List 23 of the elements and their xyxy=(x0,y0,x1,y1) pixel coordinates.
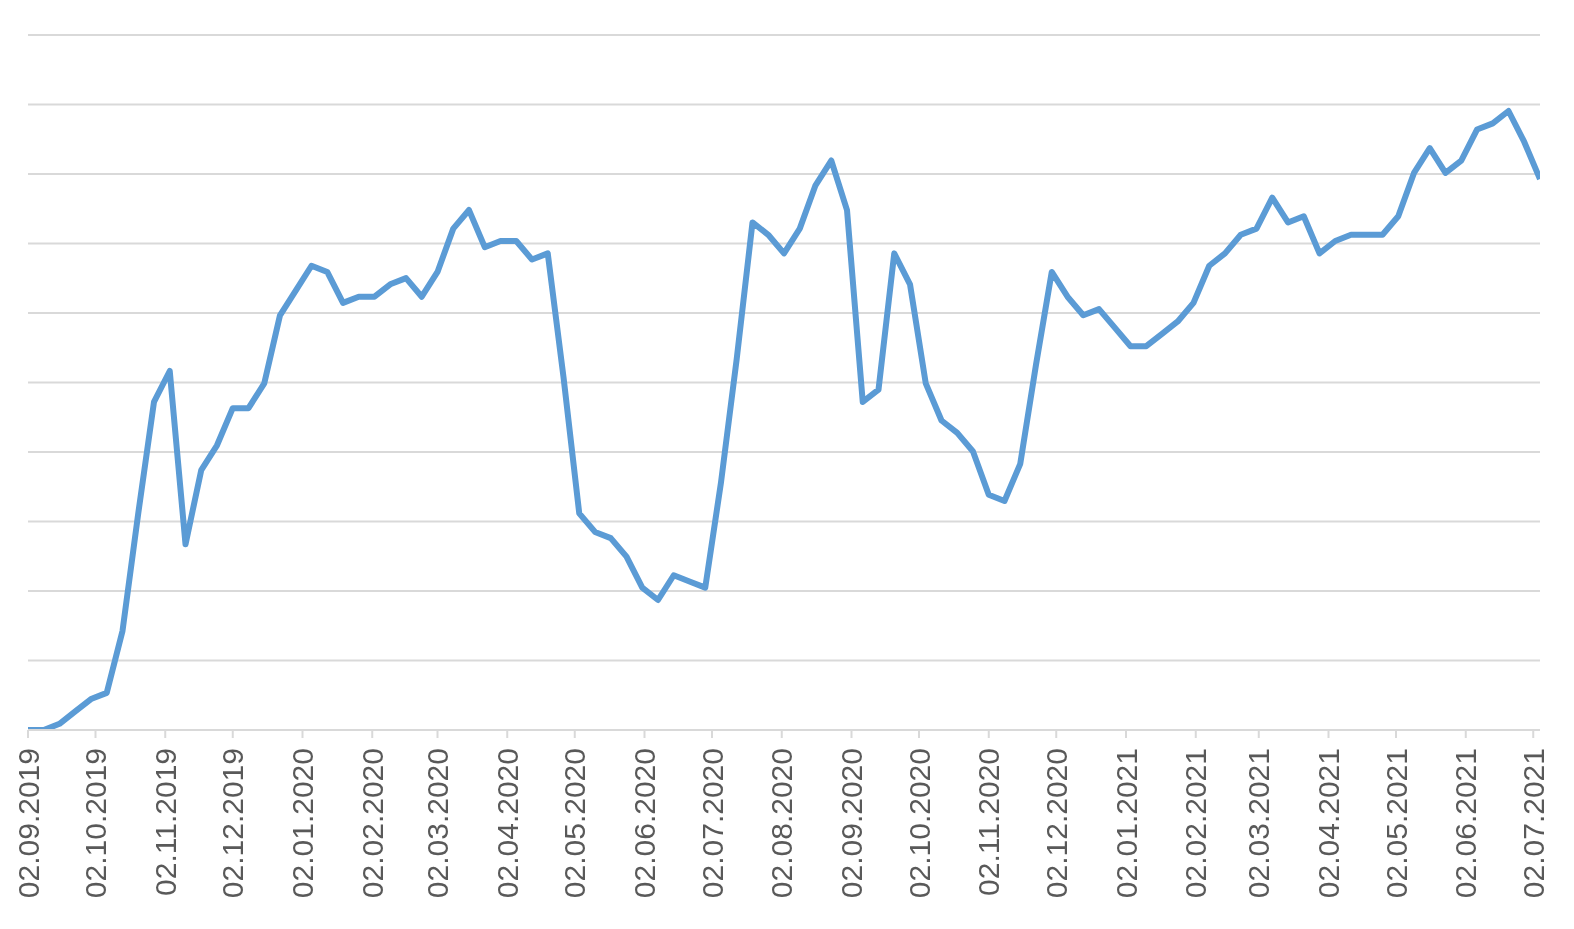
x-tick-label: 02.05.2020 xyxy=(558,748,592,899)
x-tick-label: 02.03.2020 xyxy=(421,748,454,899)
x-tick-label: 02.04.2020 xyxy=(490,748,524,899)
x-tick-label: 02.11.2019 xyxy=(148,748,182,896)
x-tick-label: 02.02.2020 xyxy=(355,748,389,899)
x-tick-label: 02.09.2020 xyxy=(835,748,868,899)
x-tick-label: 02.05.2021 xyxy=(1379,748,1413,899)
x-tick-label: 02.11.2020 xyxy=(972,748,1006,896)
x-tick-label: 02.03.2021 xyxy=(1242,748,1276,899)
x-tick-label: 02.01.2020 xyxy=(286,748,319,899)
x-tick-label: 02.07.2021 xyxy=(1516,748,1550,899)
x-tick-label: 02.07.2020 xyxy=(695,748,729,899)
x-tick-label: 02.10.2020 xyxy=(902,748,936,899)
x-tick-label: 02.08.2020 xyxy=(765,748,799,899)
x-tick-label: 02.12.2019 xyxy=(216,748,250,899)
x-tick-label: 02.01.2021 xyxy=(1109,748,1143,899)
x-tick-label: 02.06.2021 xyxy=(1449,748,1483,899)
x-tick-label: 02.12.2020 xyxy=(1039,748,1073,899)
x-tick-label: 02.10.2019 xyxy=(79,748,112,899)
x-tick-label: 02.04.2021 xyxy=(1312,748,1345,899)
x-tick-label: 02.06.2020 xyxy=(628,748,661,899)
x-tick-label: 02.09.2019 xyxy=(11,748,45,899)
x-tick-label: 02.02.2021 xyxy=(1179,748,1213,899)
